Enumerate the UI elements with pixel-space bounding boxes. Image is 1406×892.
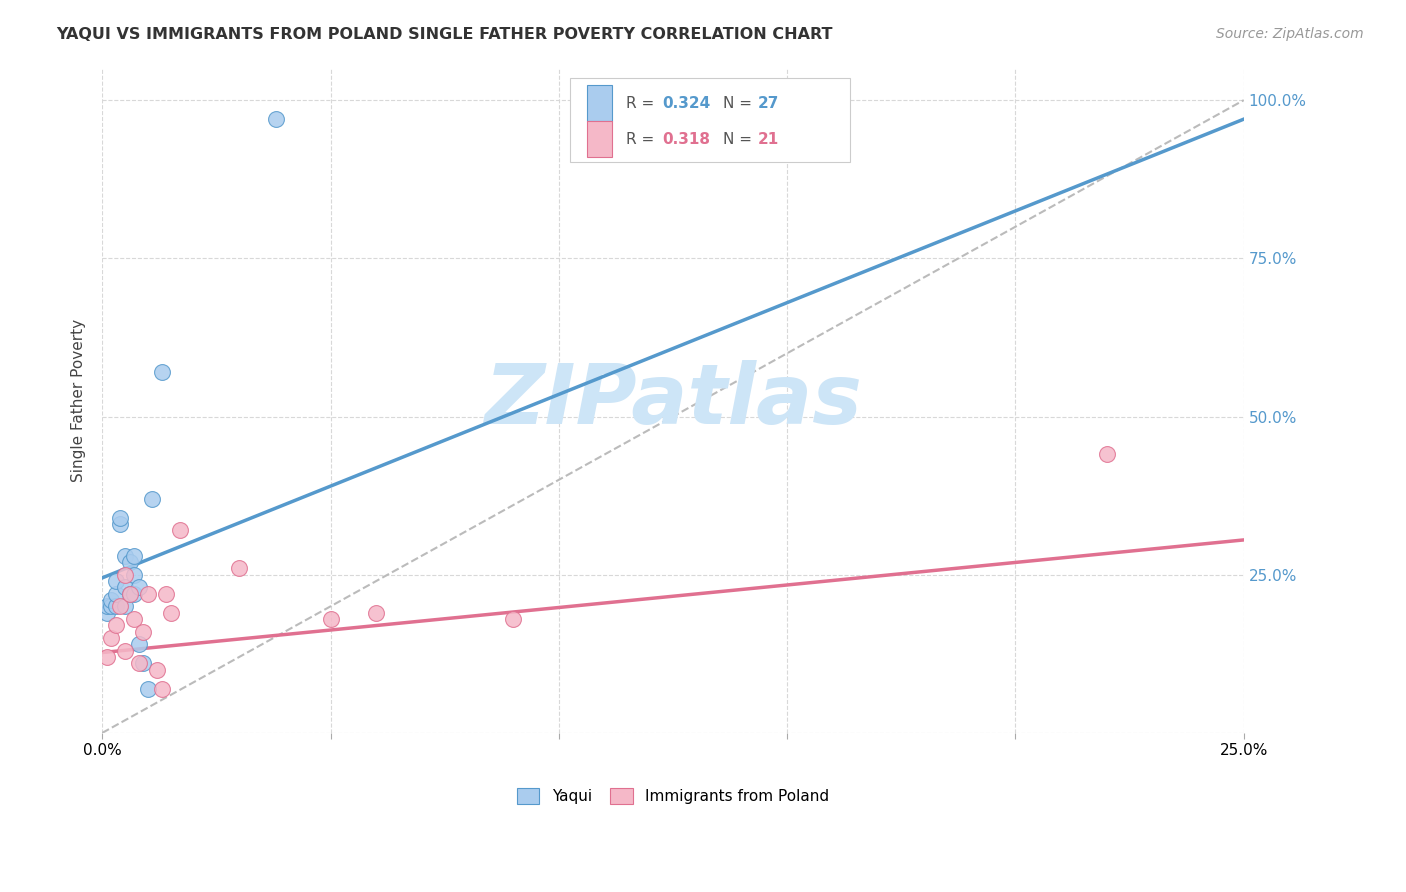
Point bbox=[128, 580, 150, 594]
Legend: Yaqui, Immigrants from Poland: Yaqui, Immigrants from Poland bbox=[509, 780, 837, 812]
Point bbox=[118, 555, 141, 569]
Text: N =: N = bbox=[723, 132, 756, 146]
Point bbox=[104, 618, 127, 632]
Point bbox=[136, 587, 159, 601]
Point bbox=[799, 112, 821, 127]
Point bbox=[128, 657, 150, 671]
Point bbox=[118, 587, 141, 601]
Point bbox=[366, 606, 388, 620]
Point bbox=[169, 524, 191, 538]
Point bbox=[100, 631, 122, 645]
Point bbox=[104, 599, 127, 614]
Point bbox=[132, 624, 155, 639]
FancyBboxPatch shape bbox=[588, 120, 613, 157]
Text: 27: 27 bbox=[758, 95, 779, 111]
Point bbox=[319, 612, 342, 626]
Y-axis label: Single Father Poverty: Single Father Poverty bbox=[72, 319, 86, 483]
Point bbox=[132, 657, 155, 671]
Point bbox=[122, 612, 145, 626]
Point bbox=[122, 567, 145, 582]
Point bbox=[1095, 448, 1118, 462]
Text: YAQUI VS IMMIGRANTS FROM POLAND SINGLE FATHER POVERTY CORRELATION CHART: YAQUI VS IMMIGRANTS FROM POLAND SINGLE F… bbox=[56, 27, 832, 42]
Point bbox=[159, 606, 181, 620]
Point bbox=[114, 549, 136, 563]
Text: R =: R = bbox=[626, 132, 659, 146]
Text: 0.318: 0.318 bbox=[662, 132, 710, 146]
Point bbox=[104, 587, 127, 601]
Point bbox=[110, 510, 132, 524]
Text: ZIPatlas: ZIPatlas bbox=[484, 360, 862, 442]
Point bbox=[114, 580, 136, 594]
Text: 21: 21 bbox=[758, 132, 779, 146]
Text: R =: R = bbox=[626, 95, 659, 111]
Point bbox=[118, 587, 141, 601]
FancyBboxPatch shape bbox=[588, 85, 613, 121]
Point bbox=[104, 574, 127, 588]
Point bbox=[100, 593, 122, 607]
Point bbox=[264, 112, 287, 127]
Point bbox=[228, 561, 250, 575]
Text: Source: ZipAtlas.com: Source: ZipAtlas.com bbox=[1216, 27, 1364, 41]
Point bbox=[114, 643, 136, 657]
Point bbox=[136, 681, 159, 696]
Point bbox=[114, 567, 136, 582]
Point bbox=[150, 365, 173, 379]
Point bbox=[122, 549, 145, 563]
Point bbox=[96, 606, 118, 620]
Point bbox=[110, 599, 132, 614]
Point bbox=[150, 681, 173, 696]
Point bbox=[110, 517, 132, 532]
Point bbox=[96, 650, 118, 665]
Point bbox=[128, 637, 150, 651]
Text: N =: N = bbox=[723, 95, 756, 111]
Point bbox=[96, 599, 118, 614]
Point bbox=[502, 612, 524, 626]
Point bbox=[100, 599, 122, 614]
Point bbox=[141, 491, 163, 506]
FancyBboxPatch shape bbox=[571, 78, 851, 161]
Point bbox=[114, 599, 136, 614]
Point bbox=[155, 587, 177, 601]
Point bbox=[146, 663, 169, 677]
Text: 0.324: 0.324 bbox=[662, 95, 711, 111]
Point bbox=[122, 587, 145, 601]
